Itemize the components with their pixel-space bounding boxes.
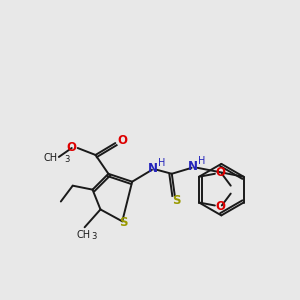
- Text: 3: 3: [92, 232, 97, 241]
- Text: H: H: [198, 156, 205, 166]
- Text: O: O: [117, 134, 127, 147]
- Text: O: O: [67, 140, 77, 154]
- Text: 3: 3: [64, 155, 69, 164]
- Text: N: N: [148, 162, 158, 175]
- Text: CH: CH: [44, 153, 58, 163]
- Text: O: O: [216, 200, 226, 213]
- Text: CH: CH: [76, 230, 91, 240]
- Text: S: S: [172, 194, 181, 207]
- Text: S: S: [119, 216, 128, 229]
- Text: N: N: [188, 160, 198, 173]
- Text: O: O: [216, 166, 226, 179]
- Text: H: H: [158, 158, 165, 168]
